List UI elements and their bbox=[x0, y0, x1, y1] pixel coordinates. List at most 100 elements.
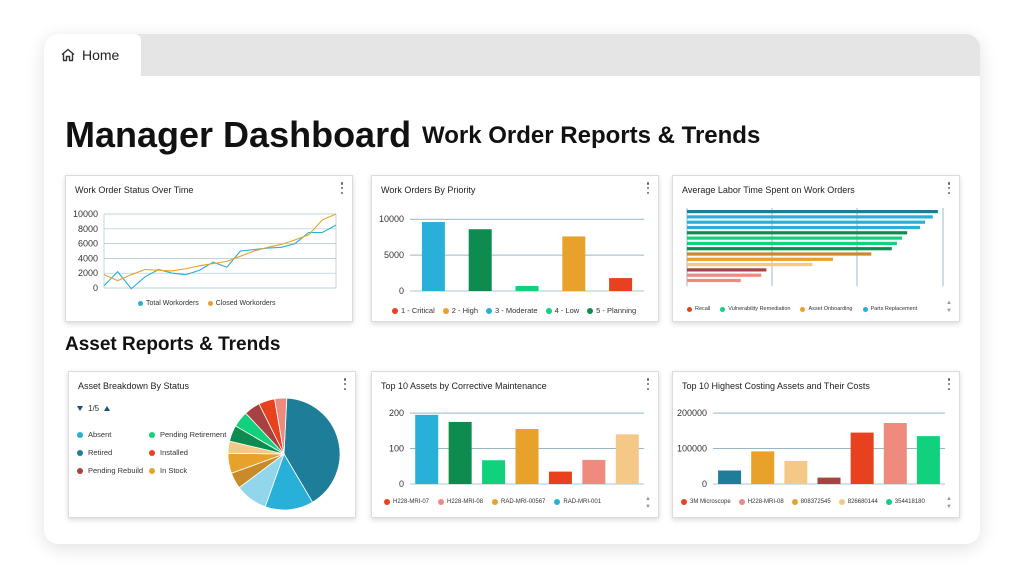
more-options-icon[interactable] bbox=[646, 378, 650, 390]
legend-item[interactable]: H228-MRI-08 bbox=[738, 499, 784, 505]
bar[interactable] bbox=[817, 477, 841, 484]
bar[interactable] bbox=[421, 222, 445, 291]
bar[interactable] bbox=[751, 451, 775, 484]
more-options-icon[interactable] bbox=[646, 182, 650, 194]
bar[interactable] bbox=[548, 471, 572, 484]
legend-swatch bbox=[149, 467, 155, 474]
legend-swatch bbox=[442, 307, 449, 314]
legend-item[interactable]: 3M Microscope bbox=[681, 499, 731, 505]
pie-chart bbox=[227, 397, 341, 511]
legend-item[interactable]: Closed Workorders bbox=[207, 300, 276, 307]
chart-legend: Recall Vulnerability Remediation Asset Onb… bbox=[687, 306, 917, 312]
more-options-icon[interactable] bbox=[947, 378, 951, 390]
bar[interactable] bbox=[582, 459, 606, 484]
legend-item[interactable]: 808372545 bbox=[791, 499, 831, 505]
legend-item[interactable]: Vulnerability Remediation bbox=[720, 306, 790, 312]
bar[interactable] bbox=[415, 414, 439, 484]
legend-item[interactable]: Pending Retirement bbox=[149, 430, 237, 439]
bar[interactable] bbox=[687, 231, 908, 235]
bar[interactable] bbox=[687, 210, 938, 214]
bar[interactable] bbox=[687, 278, 741, 283]
legend-swatch bbox=[838, 499, 845, 505]
bar[interactable] bbox=[687, 273, 762, 277]
legend-item[interactable]: 2 - High bbox=[442, 306, 478, 315]
bar[interactable] bbox=[784, 460, 808, 484]
legend-item[interactable]: 3 - Moderate bbox=[486, 306, 538, 315]
bar[interactable] bbox=[687, 220, 926, 224]
legend-item[interactable]: In Stock bbox=[149, 466, 237, 475]
bar[interactable] bbox=[687, 252, 872, 256]
legend-swatch bbox=[77, 449, 83, 456]
pie-slice[interactable] bbox=[283, 397, 341, 503]
legend-label: H228-MRI-08 bbox=[747, 499, 784, 505]
legend-item[interactable]: Absent bbox=[77, 430, 149, 439]
legend-item[interactable]: 4 - Low bbox=[545, 306, 579, 315]
bar[interactable] bbox=[916, 436, 940, 484]
legend-swatch bbox=[545, 307, 552, 314]
page-up-icon[interactable] bbox=[104, 406, 111, 411]
bar[interactable] bbox=[468, 229, 492, 291]
bar[interactable] bbox=[687, 268, 767, 272]
y-tick-label: 2000 bbox=[78, 268, 98, 278]
bar[interactable] bbox=[609, 278, 633, 291]
legend-item[interactable]: Total Workorders bbox=[138, 300, 199, 307]
legend-swatch bbox=[738, 499, 745, 505]
legend-item[interactable]: RAD-MRI-00567 bbox=[492, 499, 545, 505]
tab-home-label: Home bbox=[82, 47, 120, 63]
legend-item[interactable]: 826680144 bbox=[838, 499, 878, 505]
legend-item[interactable]: Pending Rebuild bbox=[77, 466, 149, 475]
legend-label: 5 - Planning bbox=[596, 306, 637, 315]
bar[interactable] bbox=[687, 241, 897, 245]
legend-item[interactable]: Recall bbox=[687, 306, 710, 312]
legend-label: 3M Microscope bbox=[690, 499, 731, 505]
bar[interactable] bbox=[687, 236, 903, 240]
bar[interactable] bbox=[718, 470, 742, 484]
page-down-icon[interactable] bbox=[77, 406, 83, 411]
bar[interactable] bbox=[515, 429, 539, 484]
legend-item[interactable]: H228-MRI-08 bbox=[438, 499, 483, 505]
y-tick-label: 0 bbox=[399, 286, 404, 296]
more-options-icon[interactable] bbox=[343, 378, 347, 390]
legend-label: Pending Retirement bbox=[160, 430, 227, 439]
bar[interactable] bbox=[562, 236, 586, 291]
bar[interactable] bbox=[687, 257, 833, 261]
legend-swatch bbox=[438, 499, 445, 505]
legend-label: Vulnerability Remediation bbox=[728, 306, 791, 312]
legend-item[interactable]: Installed bbox=[149, 448, 237, 457]
bar[interactable] bbox=[883, 423, 907, 484]
legend-item[interactable]: RAD-MRI-001 bbox=[554, 499, 601, 505]
y-tick-label: 6000 bbox=[78, 239, 98, 249]
legend-item[interactable]: Asset Onboarding bbox=[800, 306, 853, 312]
bar[interactable] bbox=[482, 460, 506, 484]
y-tick-label: 0 bbox=[93, 283, 98, 293]
bar[interactable] bbox=[687, 247, 892, 251]
legend-label: 354418180 bbox=[894, 499, 925, 505]
legend-swatch bbox=[77, 467, 83, 474]
legend-item[interactable]: Parts Replacement bbox=[862, 306, 917, 312]
legend-item[interactable]: 5 - Planning bbox=[587, 306, 636, 315]
line-chart: 10000 8000 6000 4000 2000 0 bbox=[73, 209, 337, 293]
legend-item[interactable]: H228-MRI-07 bbox=[384, 499, 429, 505]
bar[interactable] bbox=[687, 263, 813, 267]
card-title: Top 10 Highest Costing Assets and Their … bbox=[682, 381, 870, 391]
legend-item[interactable]: 354418180 bbox=[885, 499, 925, 505]
bar-chart: 10000 5000 0 bbox=[379, 214, 644, 296]
bar[interactable] bbox=[850, 432, 874, 484]
legend-pager[interactable]: ▲ ▼ bbox=[946, 300, 952, 314]
card-title: Average Labor Time Spent on Work Orders bbox=[682, 185, 855, 195]
tab-home[interactable]: Home bbox=[44, 34, 141, 76]
bar[interactable] bbox=[515, 285, 539, 291]
pie-slice[interactable] bbox=[274, 397, 288, 455]
bar[interactable] bbox=[615, 434, 639, 484]
legend-pager[interactable]: ▲ ▼ bbox=[946, 496, 952, 510]
legend-page-control: 1/5 bbox=[77, 404, 111, 413]
legend-item[interactable]: 1 - Critical bbox=[392, 306, 435, 315]
legend-pager[interactable]: ▲ ▼ bbox=[645, 496, 651, 510]
more-options-icon[interactable] bbox=[340, 182, 344, 194]
legend-item[interactable]: Retired bbox=[77, 448, 149, 457]
bar[interactable] bbox=[687, 215, 933, 219]
y-tick-label: 10000 bbox=[73, 209, 98, 219]
bar[interactable] bbox=[448, 421, 472, 484]
bar[interactable] bbox=[687, 225, 920, 230]
more-options-icon[interactable] bbox=[947, 182, 951, 194]
